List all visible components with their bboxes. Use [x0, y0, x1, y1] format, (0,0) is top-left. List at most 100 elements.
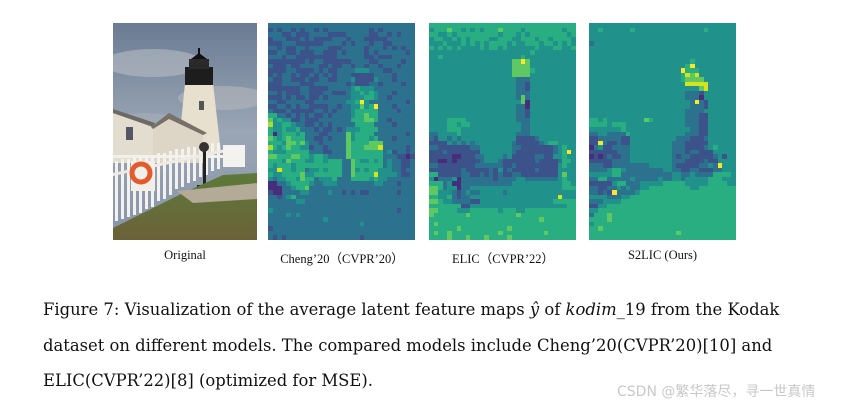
feature-cell: [731, 172, 736, 177]
feature-cell: [717, 172, 723, 177]
feature-cell: [382, 72, 388, 78]
feature-cell: [488, 221, 494, 227]
feature-cell: [327, 45, 333, 51]
feature-cell: [429, 63, 434, 69]
feature-cell: [336, 217, 342, 222]
feature-cell: [281, 167, 287, 173]
feature-cell: [644, 190, 649, 195]
feature-cell: [717, 90, 723, 96]
feature-cell: [616, 23, 622, 28]
feature-cell: [429, 199, 434, 204]
feature-cell: [488, 126, 494, 132]
feature-cell: [507, 23, 512, 28]
feature-cell: [562, 72, 567, 78]
feature-cell: [488, 163, 494, 168]
feature-cell: [336, 54, 342, 60]
feature-cell: [405, 145, 411, 150]
feature-cell: [694, 203, 700, 209]
feature-cell: [355, 32, 360, 37]
feature-cell: [676, 95, 681, 100]
feature-cell: [277, 86, 282, 91]
feature-cell: [611, 230, 617, 236]
feature-cell: [382, 77, 388, 82]
feature-cell: [653, 72, 658, 78]
feature-cell: [327, 126, 333, 132]
feature-cell: [313, 226, 319, 231]
feature-cell: [566, 45, 572, 51]
feature-cell: [553, 126, 558, 132]
feature-cell: [699, 104, 704, 109]
feature-cell: [625, 59, 631, 64]
feature-cell: [507, 185, 512, 191]
feature-cell: [694, 27, 700, 33]
feature-cell: [304, 172, 310, 177]
feature-cell: [369, 208, 374, 213]
feature-cell: [497, 113, 503, 118]
feature-cell: [553, 221, 558, 227]
feature-cell: [438, 27, 443, 33]
feature-cell: [685, 90, 691, 96]
feature-cell: [401, 59, 406, 64]
feature-cell: [694, 158, 700, 164]
feature-cell: [327, 95, 333, 100]
feature-cell: [488, 86, 494, 91]
feature-cell: [350, 68, 356, 73]
feature-cell: [396, 81, 402, 87]
feature-cell: [644, 32, 649, 37]
feature-cell: [676, 122, 681, 127]
feature-cell: [332, 41, 337, 46]
feature-cell: [602, 158, 608, 164]
feature-cell: [369, 203, 374, 209]
feature-cell: [382, 54, 388, 60]
feature-cell: [731, 149, 736, 155]
feature-cell: [598, 27, 603, 33]
feature-cell: [690, 50, 695, 55]
feature-cell: [644, 50, 649, 55]
feature-cell: [611, 181, 617, 186]
feature-cell: [713, 117, 718, 123]
feature-cell: [286, 23, 291, 28]
feature-cell: [717, 117, 723, 123]
feature-cell: [717, 221, 723, 227]
feature-cell: [680, 158, 686, 164]
feature-cell: [369, 212, 374, 218]
feature-cell: [680, 122, 686, 127]
feature-cell: [616, 72, 622, 78]
feature-cell: [543, 23, 549, 28]
feature-cell: [616, 108, 622, 114]
feature-cell: [359, 36, 365, 42]
feature-cell: [451, 131, 457, 137]
feature-cell: [671, 36, 677, 42]
feature-cell: [382, 99, 388, 105]
feature-cell: [648, 41, 654, 46]
feature-cell: [364, 140, 370, 146]
feature-cell: [387, 149, 393, 155]
feature-cell: [479, 108, 485, 114]
feature-cell: [451, 104, 457, 109]
feature-cell: [516, 154, 521, 159]
feature-cell: [355, 113, 360, 118]
feature-cell: [621, 68, 626, 73]
feature-cell: [525, 203, 531, 209]
feature-cell: [713, 36, 718, 42]
feature-cell: [313, 86, 319, 91]
feature-cell: [438, 194, 443, 200]
feature-cell: [630, 140, 635, 146]
feature-cell: [401, 154, 406, 159]
feature-cell: [465, 27, 471, 33]
feature-cell: [685, 36, 691, 42]
feature-cell: [593, 27, 599, 33]
feature-cell: [685, 72, 691, 78]
feature-cell: [703, 136, 709, 141]
feature-cell: [708, 185, 714, 191]
feature-cell: [300, 181, 305, 186]
feature-cell: [484, 95, 489, 100]
feature-cell: [625, 122, 631, 127]
feature-cell: [465, 36, 471, 42]
feature-cell: [438, 113, 443, 118]
feature-cell: [699, 68, 704, 73]
feature-cell: [520, 54, 526, 60]
feature-cell: [277, 45, 282, 51]
feature-cell: [648, 113, 654, 118]
feature-cell: [699, 149, 704, 155]
